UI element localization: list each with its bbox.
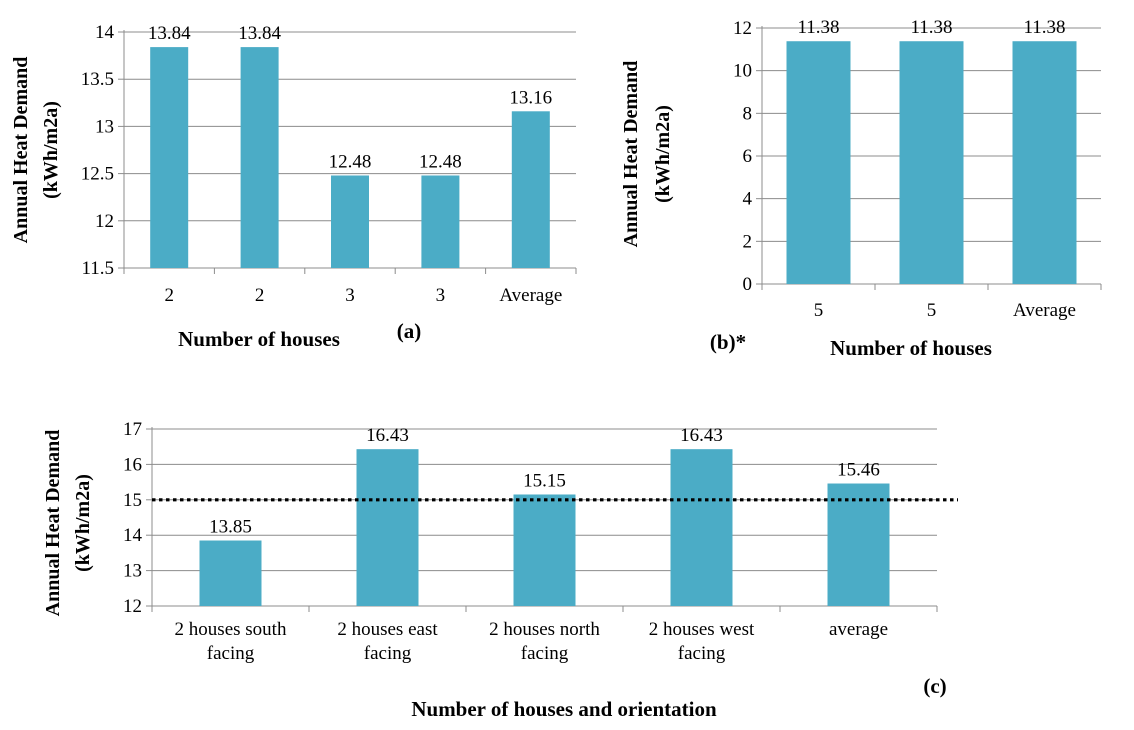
y-tick-label-1-5: 10 xyxy=(733,61,752,82)
bar-0-2 xyxy=(331,175,369,268)
panel-label-2: (c) xyxy=(923,674,946,698)
data-label-2-1: 16.43 xyxy=(366,425,409,446)
y-tick-label-2-5: 17 xyxy=(123,419,142,440)
category-label-2-1-0: 2 houses east xyxy=(337,619,438,640)
data-label-2-3: 16.43 xyxy=(680,425,723,446)
y-tick-label-0-5: 14 xyxy=(95,22,115,43)
bar-1-1 xyxy=(899,41,964,284)
category-label-1-2-0: Average xyxy=(1013,300,1076,321)
y-tick-label-1-0: 0 xyxy=(743,274,753,295)
y-axis-title-0-1: (kWh/m2a) xyxy=(40,101,62,199)
category-label-2-0-1: facing xyxy=(207,643,255,664)
category-label-2-4-0: average xyxy=(829,619,888,640)
data-label-1-0: 11.38 xyxy=(797,17,839,38)
y-axis-title-1-1: (kWh/m2a) xyxy=(652,105,674,203)
y-tick-label-0-1: 12 xyxy=(95,211,114,232)
x-axis-title-0: Number of houses xyxy=(178,327,340,351)
bar-0-4 xyxy=(511,111,550,269)
category-label-2-0-0: 2 houses south xyxy=(175,619,287,640)
data-label-0-3: 12.48 xyxy=(419,151,462,172)
category-label-2-1-1: facing xyxy=(364,643,412,664)
category-label-0-0-0: 2 xyxy=(164,285,174,306)
bar-0-1 xyxy=(240,47,279,268)
x-axis-title-1: Number of houses xyxy=(830,336,992,360)
bar-1-0 xyxy=(786,41,851,284)
y-tick-label-0-3: 13 xyxy=(95,116,114,137)
y-tick-label-0-0: 11.5 xyxy=(81,258,114,279)
y-tick-label-2-1: 13 xyxy=(123,561,142,582)
data-label-0-1: 13.84 xyxy=(238,23,281,44)
y-tick-label-1-6: 12 xyxy=(733,18,752,39)
bar-2-0 xyxy=(199,540,262,606)
panel-label-1: (b)* xyxy=(710,330,746,354)
category-label-0-2-0: 3 xyxy=(345,285,355,306)
y-axis-title-1-0: Annual Heat Demand xyxy=(620,61,642,248)
category-label-2-2-1: facing xyxy=(521,643,569,664)
category-label-0-4-0: Average xyxy=(499,285,562,306)
y-tick-label-1-2: 4 xyxy=(743,189,753,210)
bar-2-4 xyxy=(827,483,890,606)
x-axis-title-2: Number of houses and orientation xyxy=(411,697,717,721)
category-label-0-3-0: 3 xyxy=(436,285,446,306)
bar-0-3 xyxy=(421,175,460,268)
bar-2-1 xyxy=(356,449,419,606)
category-label-0-1-0: 2 xyxy=(255,285,265,306)
data-label-1-2: 11.38 xyxy=(1023,17,1065,38)
data-label-0-4: 13.16 xyxy=(509,87,552,108)
y-tick-label-2-3: 15 xyxy=(123,490,142,511)
y-tick-label-0-2: 12.5 xyxy=(81,164,114,185)
y-tick-label-0-4: 13.5 xyxy=(81,69,114,90)
y-tick-label-1-3: 6 xyxy=(743,146,753,167)
panel-label-0: (a) xyxy=(397,319,422,343)
bar-0-0 xyxy=(150,47,189,268)
bar-2-3 xyxy=(670,449,733,606)
data-label-0-0: 13.84 xyxy=(148,23,191,44)
y-tick-label-2-4: 16 xyxy=(123,454,142,475)
data-label-2-4: 15.46 xyxy=(837,460,880,481)
data-label-1-1: 11.38 xyxy=(910,17,952,38)
y-tick-label-2-0: 12 xyxy=(123,596,142,617)
y-tick-label-1-1: 2 xyxy=(743,231,753,252)
y-tick-label-1-4: 8 xyxy=(743,103,753,124)
y-tick-label-2-2: 14 xyxy=(123,525,143,546)
category-label-2-3-0: 2 houses west xyxy=(649,619,755,640)
category-label-1-0-0: 5 xyxy=(814,300,824,321)
category-label-1-1-0: 5 xyxy=(927,300,937,321)
category-label-2-2-0: 2 houses north xyxy=(489,619,600,640)
bar-2-2 xyxy=(513,494,576,606)
data-label-2-2: 15.15 xyxy=(523,470,566,491)
bar-1-2 xyxy=(1012,41,1077,284)
y-axis-title-2-1: (kWh/m2a) xyxy=(72,474,94,572)
y-axis-title-2-0: Annual Heat Demand xyxy=(42,430,64,617)
category-label-2-3-1: facing xyxy=(678,643,726,664)
y-axis-title-0-0: Annual Heat Demand xyxy=(10,57,32,244)
data-label-2-0: 13.85 xyxy=(209,517,252,538)
data-label-0-2: 12.48 xyxy=(329,151,372,172)
